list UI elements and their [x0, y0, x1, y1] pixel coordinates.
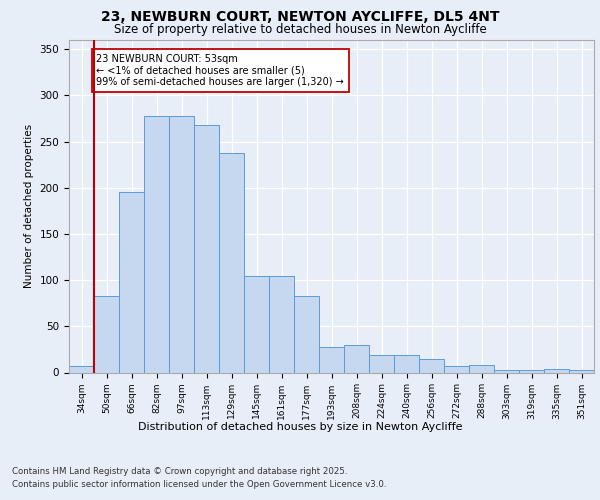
Text: Contains HM Land Registry data © Crown copyright and database right 2025.: Contains HM Land Registry data © Crown c… — [12, 468, 347, 476]
Bar — [69, 366, 94, 372]
Text: 23 NEWBURN COURT: 53sqm
← <1% of detached houses are smaller (5)
99% of semi-det: 23 NEWBURN COURT: 53sqm ← <1% of detache… — [97, 54, 344, 87]
Bar — [194, 125, 219, 372]
Bar — [394, 355, 419, 372]
Bar — [519, 370, 544, 372]
Bar — [344, 345, 369, 372]
Bar — [119, 192, 144, 372]
Bar — [244, 276, 269, 372]
Bar — [569, 370, 594, 372]
Bar — [294, 296, 319, 372]
Text: Size of property relative to detached houses in Newton Aycliffe: Size of property relative to detached ho… — [113, 22, 487, 36]
Bar — [494, 370, 519, 372]
Text: Contains public sector information licensed under the Open Government Licence v3: Contains public sector information licen… — [12, 480, 386, 489]
Bar — [444, 366, 469, 372]
Bar — [319, 346, 344, 372]
Y-axis label: Number of detached properties: Number of detached properties — [24, 124, 34, 288]
Bar — [94, 296, 119, 372]
Bar — [219, 152, 244, 372]
Bar — [169, 116, 194, 372]
Bar — [369, 355, 394, 372]
Bar — [469, 365, 494, 372]
Bar — [419, 358, 444, 372]
Bar — [269, 276, 294, 372]
Bar — [144, 116, 169, 372]
Text: Distribution of detached houses by size in Newton Aycliffe: Distribution of detached houses by size … — [138, 422, 462, 432]
Bar — [544, 369, 569, 372]
Text: 23, NEWBURN COURT, NEWTON AYCLIFFE, DL5 4NT: 23, NEWBURN COURT, NEWTON AYCLIFFE, DL5 … — [101, 10, 499, 24]
